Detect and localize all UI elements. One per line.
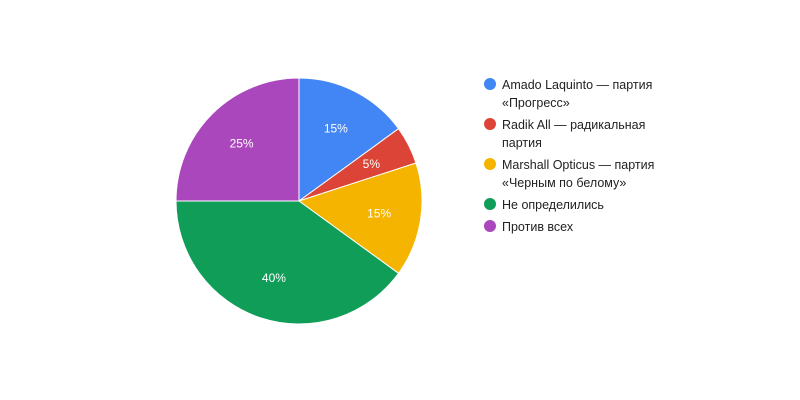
slice-value-label: 5% — [363, 157, 381, 171]
pie-slice[interactable] — [297, 162, 423, 274]
legend-label: Radik All — радикальная партия — [502, 118, 646, 150]
legend-swatch-icon — [484, 220, 496, 232]
legend: Amado Laquinto — партия «Прогресс» Radik … — [484, 76, 704, 240]
legend-swatch-icon — [484, 78, 496, 90]
legend-label: Amado Laquinto — партия «Прогресс» — [502, 78, 653, 110]
legend-item[interactable]: Radik All — радикальная партия — [484, 116, 704, 152]
pie-slice[interactable] — [175, 200, 400, 325]
pie-slice[interactable] — [298, 77, 400, 202]
legend-label: Не определились — [502, 198, 604, 212]
legend-label: Против всех — [502, 220, 574, 234]
pie-slice[interactable] — [175, 77, 300, 202]
slice-value-label: 25% — [230, 137, 254, 151]
legend-swatch-icon — [484, 118, 496, 130]
slice-value-label: 15% — [367, 207, 391, 221]
slice-value-label: 40% — [262, 271, 286, 285]
legend-item[interactable]: Против всех — [484, 218, 704, 236]
legend-swatch-icon — [484, 198, 496, 210]
legend-item[interactable]: Marshall Opticus — партия «Черным по бел… — [484, 156, 704, 192]
slice-value-label: 15% — [324, 122, 348, 136]
legend-item[interactable]: Не определились — [484, 196, 704, 214]
legend-label: Marshall Opticus — партия «Черным по бел… — [502, 158, 655, 190]
legend-item[interactable]: Amado Laquinto — партия «Прогресс» — [484, 76, 704, 112]
legend-swatch-icon — [484, 158, 496, 170]
